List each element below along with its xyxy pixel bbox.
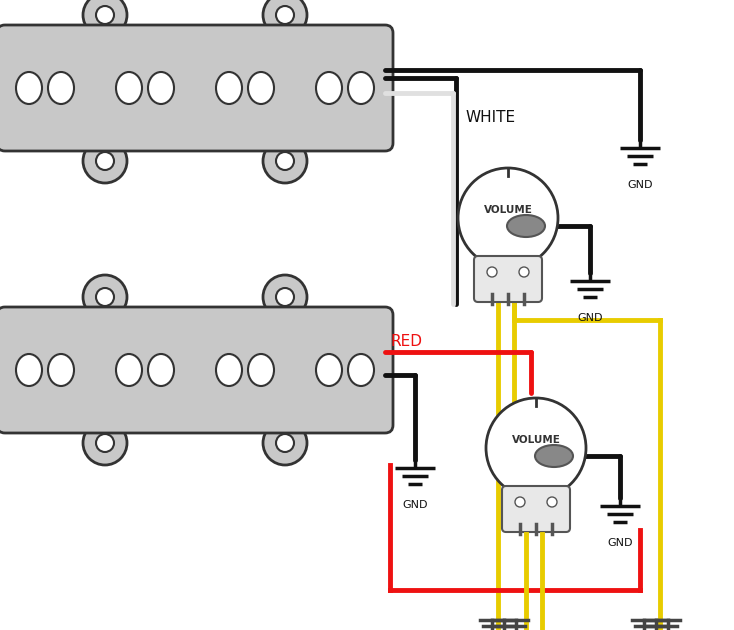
- Text: VOLUME: VOLUME: [512, 435, 561, 445]
- Ellipse shape: [148, 354, 174, 386]
- Circle shape: [276, 6, 294, 24]
- Ellipse shape: [316, 354, 342, 386]
- FancyBboxPatch shape: [0, 25, 393, 151]
- Text: GND: GND: [628, 180, 653, 190]
- Ellipse shape: [116, 354, 142, 386]
- Ellipse shape: [507, 215, 545, 237]
- Text: GND: GND: [577, 313, 603, 323]
- Circle shape: [276, 434, 294, 452]
- Circle shape: [96, 434, 114, 452]
- Text: GND: GND: [607, 538, 633, 548]
- Ellipse shape: [116, 72, 142, 104]
- Ellipse shape: [216, 72, 242, 104]
- Ellipse shape: [248, 354, 274, 386]
- Text: VOLUME: VOLUME: [484, 205, 532, 215]
- Circle shape: [263, 275, 307, 319]
- Circle shape: [263, 139, 307, 183]
- Circle shape: [487, 267, 497, 277]
- Circle shape: [83, 421, 127, 465]
- Circle shape: [96, 152, 114, 170]
- FancyBboxPatch shape: [0, 307, 393, 433]
- Ellipse shape: [348, 354, 374, 386]
- Ellipse shape: [216, 354, 242, 386]
- Circle shape: [96, 288, 114, 306]
- Circle shape: [263, 421, 307, 465]
- Ellipse shape: [16, 72, 42, 104]
- FancyBboxPatch shape: [502, 486, 570, 532]
- Circle shape: [263, 0, 307, 37]
- Ellipse shape: [348, 72, 374, 104]
- Ellipse shape: [48, 354, 74, 386]
- Ellipse shape: [48, 72, 74, 104]
- Circle shape: [458, 168, 558, 268]
- FancyBboxPatch shape: [474, 256, 542, 302]
- Circle shape: [276, 288, 294, 306]
- Circle shape: [547, 497, 557, 507]
- Text: WHITE: WHITE: [465, 110, 515, 125]
- Ellipse shape: [148, 72, 174, 104]
- Circle shape: [515, 497, 525, 507]
- Circle shape: [96, 6, 114, 24]
- Circle shape: [276, 152, 294, 170]
- Text: GND: GND: [402, 500, 428, 510]
- Circle shape: [83, 275, 127, 319]
- Ellipse shape: [535, 445, 573, 467]
- Circle shape: [83, 139, 127, 183]
- Text: RED: RED: [390, 335, 422, 350]
- Circle shape: [519, 267, 529, 277]
- Ellipse shape: [248, 72, 274, 104]
- Ellipse shape: [16, 354, 42, 386]
- Circle shape: [486, 398, 586, 498]
- Ellipse shape: [316, 72, 342, 104]
- Circle shape: [83, 0, 127, 37]
